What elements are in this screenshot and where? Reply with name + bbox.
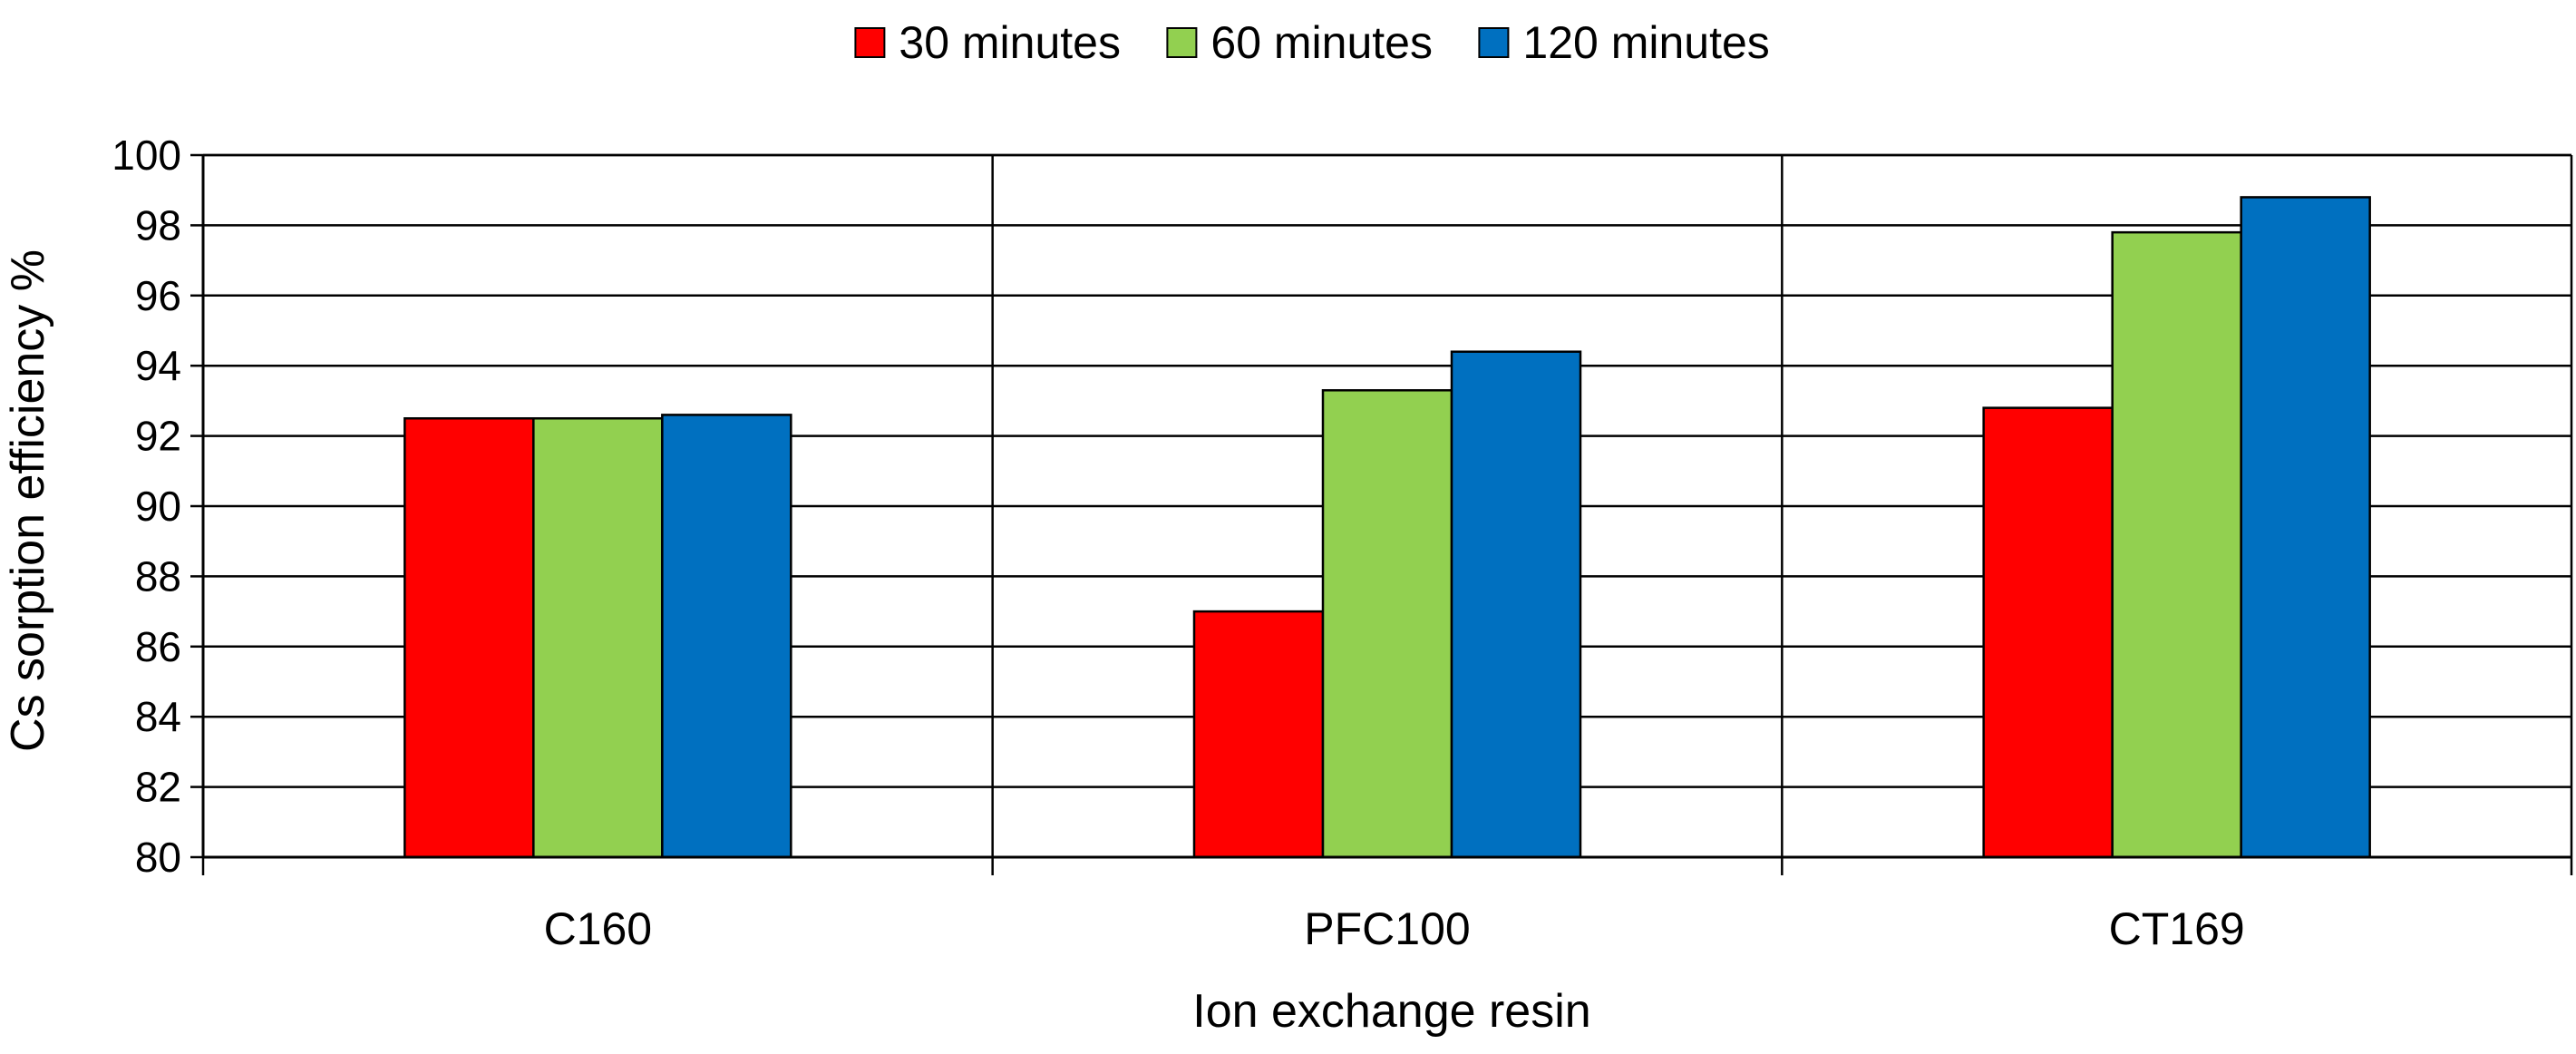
y-axis-ticks: 80 82 84 86 88 90 92 94 96 98 100 xyxy=(112,132,203,881)
x-category-label: PFC100 xyxy=(1304,903,1470,954)
x-category-label: C160 xyxy=(544,903,653,954)
x-axis-categories: C160 PFC100 CT169 xyxy=(544,903,2245,954)
y-tick-label: 84 xyxy=(135,693,181,740)
bar-pfc100-120-minutes xyxy=(1450,350,1582,859)
x-category-label: CT169 xyxy=(2109,903,2245,954)
y-tick-label: 96 xyxy=(135,272,181,319)
bar-ct169-60-minutes xyxy=(2111,230,2242,859)
legend-swatch xyxy=(854,27,886,58)
bar-ct169-120-minutes xyxy=(2240,196,2371,859)
bar-pfc100-60-minutes xyxy=(1321,389,1453,859)
legend-label: 60 minutes xyxy=(1210,17,1433,68)
x-axis-title: Ion exchange resin xyxy=(1192,985,1590,1038)
y-tick-label: 100 xyxy=(112,132,181,179)
y-tick-label: 80 xyxy=(135,834,181,881)
bar-c160-60-minutes xyxy=(532,417,664,859)
bar-pfc100-30-minutes xyxy=(1192,610,1325,859)
legend: 30 minutes 60 minutes 120 minutes xyxy=(854,17,1770,68)
y-tick-label: 98 xyxy=(135,201,181,249)
bar-ct169-30-minutes xyxy=(1982,406,2114,859)
y-tick-label: 92 xyxy=(135,413,181,460)
y-axis-title: Cs sorption efficiency % xyxy=(2,249,54,752)
legend-label: 30 minutes xyxy=(899,17,1121,68)
legend-swatch xyxy=(1166,27,1198,58)
legend-label: 120 minutes xyxy=(1522,17,1769,68)
bar-c160-30-minutes xyxy=(403,417,535,859)
y-tick-label: 94 xyxy=(135,342,181,389)
y-tick-label: 90 xyxy=(135,483,181,530)
bar-c160-120-minutes xyxy=(661,414,792,859)
legend-swatch xyxy=(1478,27,1510,58)
y-tick-label: 88 xyxy=(135,552,181,600)
bars xyxy=(403,196,2371,859)
y-tick-label: 82 xyxy=(135,764,181,811)
y-tick-label: 86 xyxy=(135,623,181,670)
